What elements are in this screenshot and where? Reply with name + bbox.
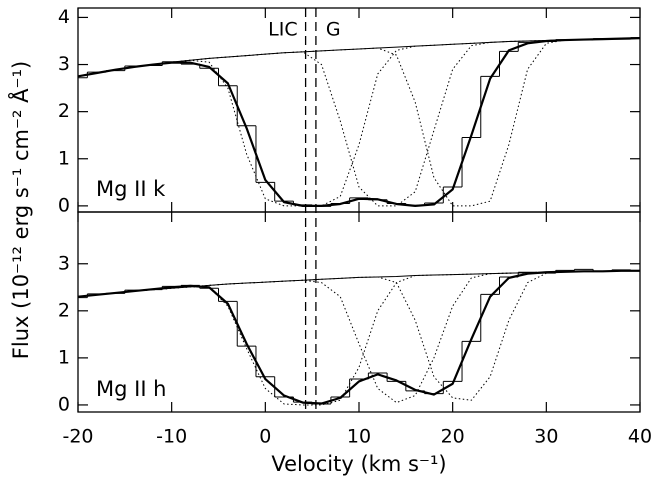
x-tick-label: 0 xyxy=(259,426,271,448)
y-axis-title: Flux (10⁻¹² erg s⁻¹ cm⁻² Å⁻¹) xyxy=(7,61,33,359)
y-tick-label: 2 xyxy=(58,299,70,321)
x-tick-label: -10 xyxy=(156,426,187,448)
x-tick-label: 40 xyxy=(628,426,652,448)
y-tick-label: 2 xyxy=(58,100,70,122)
x-axis-title: Velocity (km s⁻¹) xyxy=(271,452,446,476)
y-tick-label: 4 xyxy=(58,6,70,28)
plot-area xyxy=(78,268,640,406)
thin-line xyxy=(78,270,640,298)
x-tick-label: 30 xyxy=(534,426,558,448)
dotted-line xyxy=(78,270,640,401)
panel-label: Mg II h xyxy=(96,377,167,401)
thin-line xyxy=(78,37,640,77)
x-tick-label: 10 xyxy=(347,426,371,448)
marker-label: G xyxy=(326,19,341,41)
dotted-line xyxy=(78,37,640,207)
dotted-line xyxy=(78,37,640,207)
panel-label: Mg II k xyxy=(96,177,166,201)
dotted-line xyxy=(78,270,640,404)
y-tick-label: 1 xyxy=(58,147,70,169)
y-tick-label: 1 xyxy=(58,346,70,368)
y-tick-label: 0 xyxy=(58,393,70,415)
marker-label: LIC xyxy=(268,19,297,41)
y-tick-label: 0 xyxy=(58,194,70,216)
y-tick-label: 3 xyxy=(58,252,70,274)
plot-area xyxy=(78,37,640,207)
x-tick-label: 20 xyxy=(441,426,465,448)
y-tick-label: 3 xyxy=(58,53,70,75)
x-tick-label: -20 xyxy=(62,426,93,448)
